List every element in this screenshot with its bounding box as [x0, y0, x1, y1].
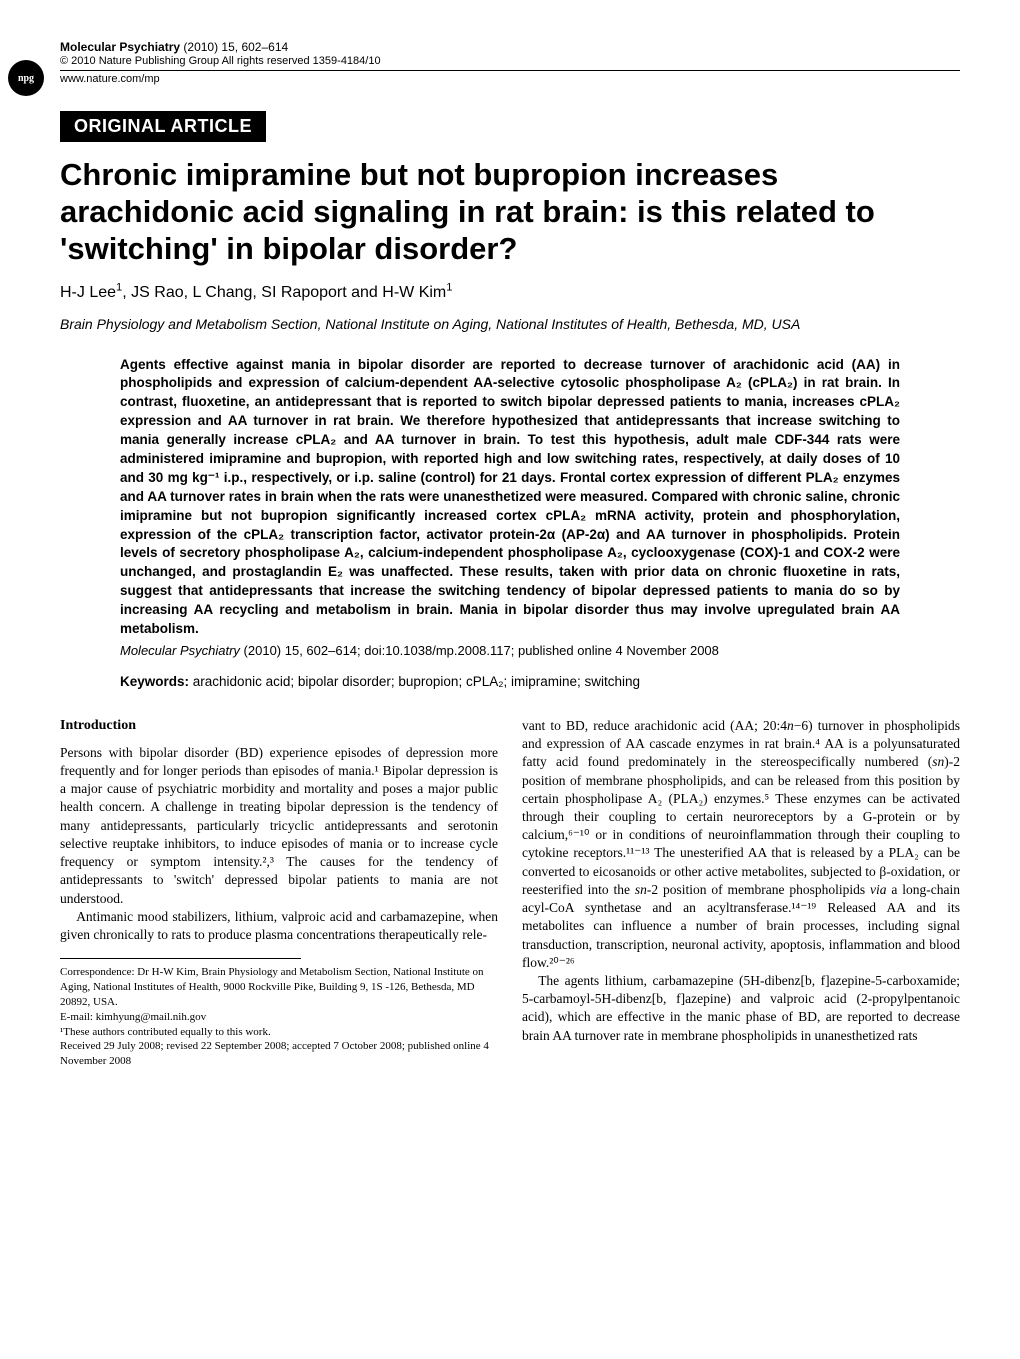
journal-url: www.nature.com/mp — [60, 73, 960, 85]
npg-logo-text: npg — [18, 73, 34, 84]
correspondence-note: Correspondence: Dr H-W Kim, Brain Physio… — [60, 965, 498, 1010]
abstract-citation: Molecular Psychiatry (2010) 15, 602–614;… — [120, 643, 900, 658]
keywords-label: Keywords: — [120, 674, 189, 689]
email-note: E-mail: kimhyung@mail.nih.gov — [60, 1010, 498, 1025]
article-title: Chronic imipramine but not bupropion inc… — [60, 156, 960, 268]
equal-contrib-note: ¹These authors contributed equally to th… — [60, 1025, 498, 1040]
authors-rest: , JS Rao, L Chang, SI Rapoport and H-W K… — [122, 284, 446, 301]
header-divider — [60, 70, 960, 71]
right-column: vant to BD, reduce arachidonic acid (AA;… — [522, 717, 960, 1069]
copyright-line: © 2010 Nature Publishing Group All right… — [60, 55, 960, 67]
received-note: Received 29 July 2008; revised 22 Septem… — [60, 1039, 498, 1069]
article-type-badge: ORIGINAL ARTICLE — [60, 111, 266, 142]
right-p1: vant to BD, reduce arachidonic acid (AA;… — [522, 717, 960, 972]
journal-year-vol: (2010) 15, 602–614 — [183, 40, 288, 54]
abstract-text: Agents effective against mania in bipola… — [120, 356, 900, 639]
keywords-line: Keywords: arachidonic acid; bipolar diso… — [120, 674, 900, 689]
journal-name: Molecular Psychiatry — [60, 40, 180, 54]
abstract-citation-rest: (2010) 15, 602–614; doi:10.1038/mp.2008.… — [240, 643, 719, 658]
keywords-text: arachidonic acid; bipolar disorder; bupr… — [189, 674, 640, 689]
intro-p1: Persons with bipolar disorder (BD) exper… — [60, 744, 498, 908]
author-lee: H-J Lee — [60, 284, 116, 301]
authors-line: H-J Lee 1, JS Rao, L Chang, SI Rapoport a… — [60, 284, 960, 302]
journal-header: Molecular Psychiatry (2010) 15, 602–614 … — [60, 40, 960, 85]
footnote-rule — [60, 958, 301, 959]
introduction-heading: Introduction — [60, 717, 498, 736]
abstract-citation-journal: Molecular Psychiatry — [120, 643, 240, 658]
left-column: Introduction Persons with bipolar disord… — [60, 717, 498, 1069]
footnotes: Correspondence: Dr H-W Kim, Brain Physio… — [60, 965, 498, 1069]
intro-p2: Antimanic mood stabilizers, lithium, val… — [60, 908, 498, 944]
right-p2: The agents lithium, carbamazepine (5H-di… — [522, 972, 960, 1045]
affiliation: Brain Physiology and Metabolism Section,… — [60, 316, 960, 332]
npg-logo: npg — [8, 60, 44, 96]
author-sup-2: 1 — [446, 281, 452, 293]
body-columns: Introduction Persons with bipolar disord… — [60, 717, 960, 1069]
journal-citation: Molecular Psychiatry (2010) 15, 602–614 — [60, 40, 960, 54]
